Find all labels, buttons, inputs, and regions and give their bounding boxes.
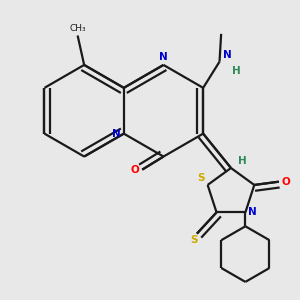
Text: S: S (190, 235, 198, 245)
Text: O: O (131, 165, 140, 175)
Text: N: N (112, 129, 121, 139)
Text: N: N (248, 207, 257, 218)
Text: H: H (232, 66, 241, 76)
Text: O: O (281, 177, 290, 187)
Text: CH₃: CH₃ (69, 24, 86, 33)
Text: N: N (159, 52, 168, 62)
Text: N: N (223, 50, 232, 60)
Text: S: S (197, 173, 205, 183)
Text: H: H (238, 156, 247, 167)
